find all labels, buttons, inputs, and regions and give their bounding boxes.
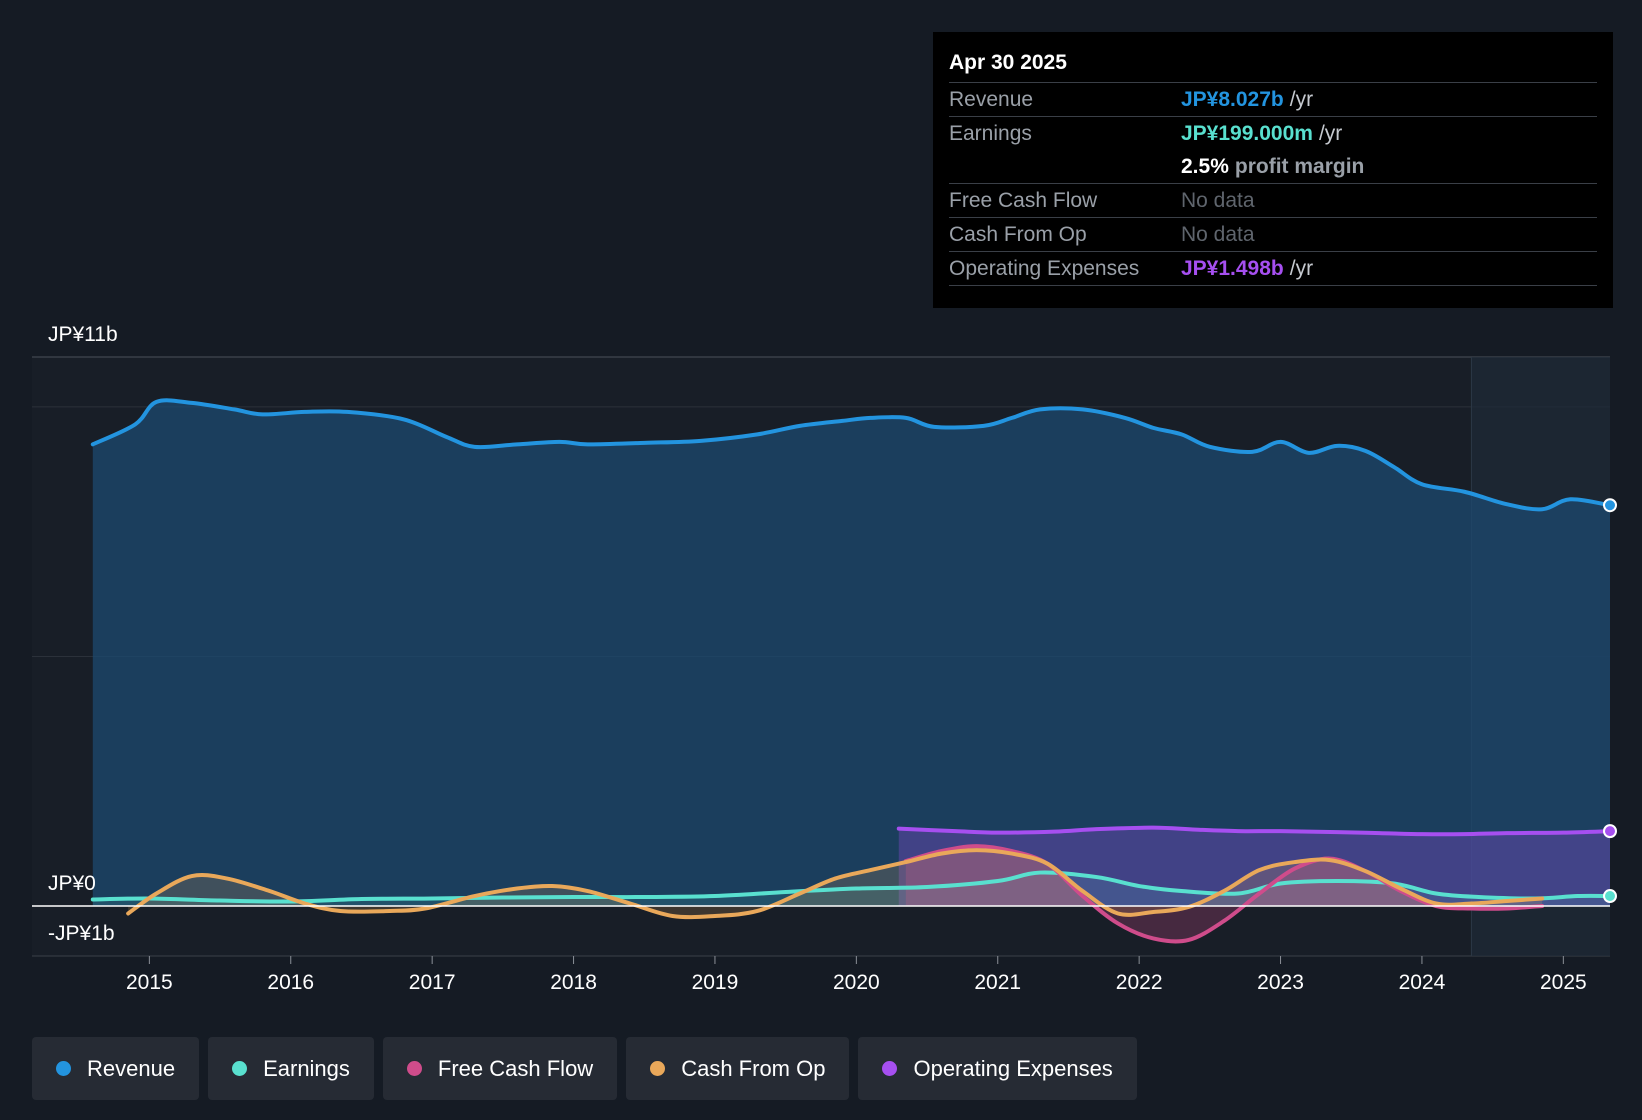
opex-dot-icon — [882, 1061, 898, 1076]
earnings-dot-icon — [232, 1061, 248, 1076]
legend-item-opex[interactable]: Operating Expenses — [858, 1037, 1137, 1100]
tooltip-margin-spacer — [949, 150, 1181, 183]
legend-cfo-label: Cash From Op — [681, 1055, 826, 1081]
hover-tooltip: Apr 30 2025 Revenue JP¥8.027b /yr Earnin… — [933, 32, 1613, 308]
tooltip-margin-value: 2.5% — [1181, 155, 1229, 178]
y-axis-top-label: JP¥11b — [48, 323, 118, 346]
revenue-line — [90, 398, 1612, 512]
x-tick-label-2016: 2016 — [267, 971, 314, 994]
chart-area: JP¥11b JP¥0 -JP¥1b 2015 2016 2017 2018 2019 2… — [32, 323, 1617, 994]
legend-item-revenue[interactable]: Revenue — [32, 1037, 200, 1100]
tooltip-revenue-label: Revenue — [949, 88, 1034, 111]
tooltip-opex-value: JP¥1.498b — [1181, 257, 1284, 280]
y-axis-zero-label: JP¥0 — [48, 872, 96, 895]
tooltip-date: Apr 30 2025 — [949, 44, 1597, 83]
tooltip-fcf-label: Free Cash Flow — [949, 189, 1098, 212]
cfo-area — [128, 850, 1543, 918]
opex-end-marker — [1603, 824, 1617, 839]
legend-opex-label: Operating Expenses — [913, 1055, 1113, 1081]
tooltip-opex-unit: /yr — [1289, 257, 1314, 280]
revenue-area — [92, 400, 1611, 906]
tooltip-margin-label: profit margin — [1234, 155, 1365, 178]
fcf-area — [905, 846, 1543, 942]
axes: JP¥11b JP¥0 -JP¥1b — [48, 323, 118, 945]
x-tick-label-2015: 2015 — [126, 971, 173, 994]
revenue-dot-icon — [56, 1061, 71, 1076]
tooltip-row-opex: Operating Expenses JP¥1.498b /yr — [949, 252, 1597, 286]
tooltip-fcf-value: No data — [1181, 189, 1255, 212]
legend-item-fcf[interactable]: Free Cash Flow — [382, 1037, 618, 1100]
tooltip-cfo-value: No data — [1181, 223, 1255, 246]
x-axis-ticks: 2015 2016 2017 2018 2019 2020 2021 2022 2023 2024… — [126, 956, 1587, 994]
tooltip-row-cfo: Cash From Op No data — [949, 218, 1597, 252]
x-tick-label-2017: 2017 — [409, 971, 456, 994]
tooltip-revenue-unit: /yr — [1289, 88, 1314, 111]
cfo-line — [126, 848, 1545, 920]
series-lines — [32, 398, 1612, 944]
legend-revenue-label: Revenue — [87, 1055, 176, 1081]
legend-item-earnings[interactable]: Earnings — [208, 1037, 374, 1100]
tooltip-row-earnings: Earnings JP¥199.000m /yr — [949, 117, 1597, 150]
legend: Revenue Earnings Free Cash Flow Cash Fro… — [32, 1037, 1137, 1100]
legend-earnings-label: Earnings — [263, 1055, 350, 1081]
x-tick-label-2019: 2019 — [692, 971, 739, 994]
legend-item-cfo[interactable]: Cash From Op — [626, 1037, 850, 1100]
x-tick-label-2024: 2024 — [1399, 971, 1446, 994]
series-end-markers — [1603, 498, 1617, 904]
tooltip-row-margin: 2.5% profit margin — [949, 150, 1597, 184]
fcf-dot-icon — [406, 1061, 422, 1076]
x-tick-label-2018: 2018 — [550, 971, 597, 994]
opex-line — [896, 825, 1612, 837]
tooltip-revenue-value: JP¥8.027b — [1181, 88, 1284, 111]
tooltip-earnings-value: JP¥199.000m — [1181, 122, 1313, 145]
cfo-dot-icon — [650, 1061, 666, 1076]
tooltip-earnings-unit: /yr — [1318, 122, 1343, 145]
tooltip-earnings-label: Earnings — [949, 122, 1032, 145]
tooltip-cfo-label: Cash From Op — [949, 223, 1087, 246]
revenue-end-marker — [1603, 498, 1617, 513]
tooltip-row-fcf: Free Cash Flow No data — [949, 184, 1597, 218]
tooltip-row-revenue: Revenue JP¥8.027b /yr — [949, 83, 1597, 117]
y-axis-bottom-label: -JP¥1b — [48, 922, 115, 945]
x-tick-label-2022: 2022 — [1116, 971, 1163, 994]
legend-fcf-label: Free Cash Flow — [437, 1055, 594, 1081]
x-tick-label-2021: 2021 — [974, 971, 1021, 994]
tooltip-opex-label: Operating Expenses — [949, 257, 1140, 280]
earnings-line — [90, 870, 1612, 904]
x-tick-label-2020: 2020 — [833, 971, 880, 994]
earnings-end-marker — [1603, 889, 1617, 904]
series-areas — [92, 400, 1611, 942]
x-tick-label-2025: 2025 — [1540, 971, 1587, 994]
x-tick-label-2023: 2023 — [1257, 971, 1304, 994]
